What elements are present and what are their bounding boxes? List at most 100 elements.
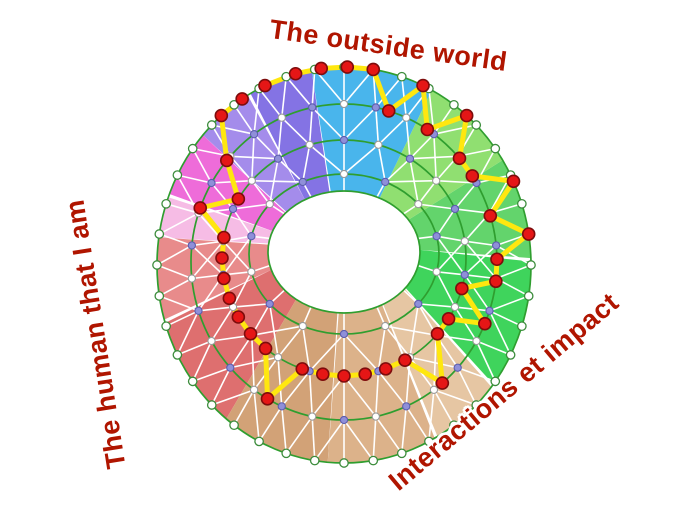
outer-node: [161, 321, 172, 332]
inner-node: [371, 103, 380, 112]
inner-node: [432, 267, 441, 276]
inner-node: [460, 270, 469, 279]
outer-node: [449, 99, 459, 110]
red-node: [381, 104, 396, 118]
red-node: [231, 192, 246, 206]
red-node: [314, 61, 329, 76]
red-node: [222, 291, 237, 306]
center-hole: [267, 190, 421, 314]
sector-pink-light: [158, 197, 273, 244]
red-node: [215, 251, 229, 265]
inner-node: [414, 299, 423, 309]
sector-green-light: [379, 90, 503, 220]
inner-node: [414, 199, 423, 209]
inner-node: [308, 412, 317, 421]
outer-node: [396, 448, 407, 459]
red-node: [258, 78, 272, 93]
red-node: [490, 252, 504, 267]
outer-node: [172, 350, 183, 360]
red-node: [258, 341, 273, 356]
inner-node: [247, 232, 256, 241]
inner-node: [371, 412, 380, 421]
outer-node: [516, 198, 527, 209]
red-nodes: [193, 60, 536, 406]
yellow-path: [197, 64, 532, 402]
inner-node: [339, 135, 349, 145]
red-node: [358, 367, 372, 382]
inner-node: [277, 113, 286, 122]
outer-node: [368, 455, 379, 466]
red-node: [398, 353, 412, 367]
outer-node: [490, 143, 501, 154]
red-node: [340, 60, 355, 74]
highlight-path: [197, 64, 532, 402]
inner-node: [247, 267, 256, 276]
red-node: [288, 66, 303, 81]
red-node: [489, 274, 503, 289]
outer-node: [206, 400, 217, 410]
red-node: [416, 78, 430, 93]
outer-node: [187, 143, 198, 154]
inner-node: [402, 113, 411, 122]
outer-node: [154, 291, 165, 301]
outer-node: [505, 350, 516, 360]
inner-node: [460, 237, 469, 246]
inner-node: [194, 306, 203, 315]
red-node: [366, 62, 381, 77]
inner-node: [207, 336, 216, 346]
inner-node: [339, 415, 349, 425]
red-node: [295, 362, 310, 376]
inner-node: [273, 353, 283, 362]
inner-node: [339, 99, 349, 109]
inner-node: [228, 204, 238, 214]
outer-node: [471, 120, 482, 130]
inner-node: [265, 199, 274, 209]
outer-node: [281, 448, 292, 459]
red-node: [441, 311, 456, 326]
red-node: [217, 271, 231, 286]
red-node: [217, 230, 231, 245]
red-node: [231, 310, 246, 324]
inner-node: [374, 140, 383, 149]
red-node: [465, 169, 480, 183]
inner-node: [265, 299, 274, 309]
outer-node: [396, 71, 407, 82]
red-node: [316, 367, 330, 382]
outer-node: [254, 436, 264, 447]
red-node: [420, 122, 435, 137]
sector-rose: [157, 237, 272, 320]
red-node: [452, 151, 467, 166]
inner-node: [187, 274, 196, 283]
inner-node: [339, 169, 349, 179]
outer-node: [172, 170, 183, 180]
outer-node: [152, 260, 162, 270]
outer-node: [161, 198, 172, 209]
inner-node: [249, 130, 259, 139]
outer-node: [229, 99, 239, 110]
red-node: [521, 227, 536, 241]
inner-node: [381, 177, 390, 187]
inner-node: [207, 178, 216, 188]
red-node: [430, 327, 445, 341]
outer-node: [154, 229, 165, 239]
inner-node: [298, 177, 307, 187]
inner-node: [249, 385, 259, 394]
inner-node: [432, 232, 441, 241]
red-node: [337, 369, 351, 383]
inner-node: [492, 241, 501, 250]
inner-node: [308, 103, 317, 112]
outer-node: [309, 455, 320, 466]
outer-node: [449, 420, 459, 431]
red-node: [378, 362, 393, 376]
red-node: [435, 376, 450, 390]
red-node: [260, 392, 275, 406]
inner-node: [226, 363, 235, 372]
outer-node: [523, 291, 534, 301]
inner-node: [453, 363, 462, 372]
inner-node: [187, 241, 196, 250]
inner-node: [247, 176, 256, 185]
red-node: [214, 108, 229, 123]
outer-node: [206, 120, 217, 130]
